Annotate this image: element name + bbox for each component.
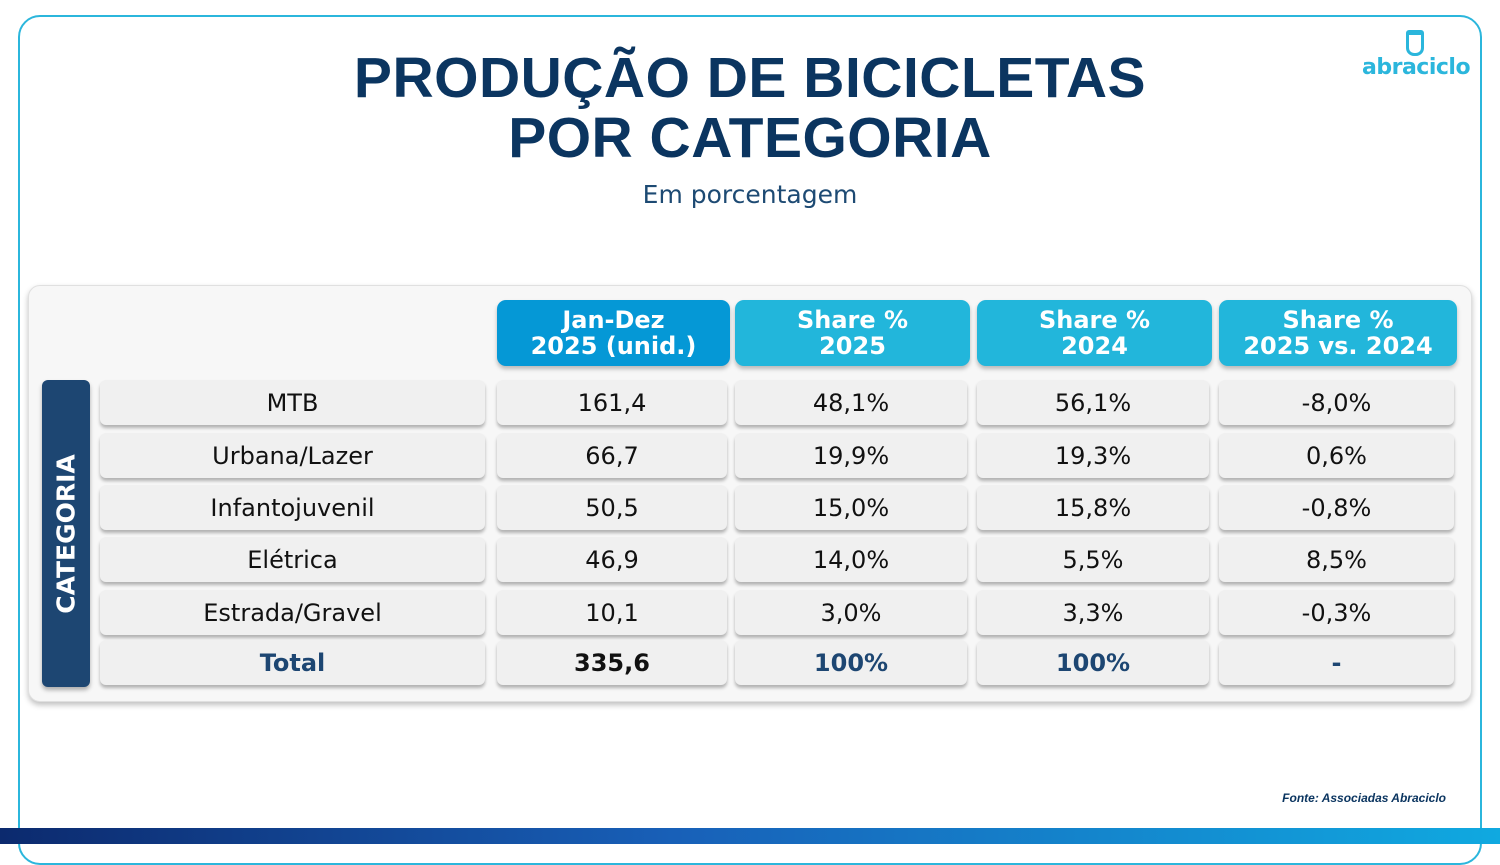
column-header: Share % 2025 <box>735 300 970 366</box>
logo-text: abraciclo <box>1362 55 1471 80</box>
table-cell: 46,9 <box>497 537 727 582</box>
row-label: Urbana/Lazer <box>100 433 485 478</box>
column-header: Jan-Dez 2025 (unid.) <box>497 300 730 366</box>
header-line: Share % <box>796 306 909 334</box>
footer-bar <box>0 828 1500 844</box>
title-line-2: POR CATEGORIA <box>508 106 992 170</box>
row-label: MTB <box>100 380 485 425</box>
table-cell: - <box>1219 640 1454 685</box>
table-cell: 100% <box>735 640 967 685</box>
logo-mark-icon <box>1405 30 1424 56</box>
category-label-text: CATEGORIA <box>51 453 81 614</box>
table-cell: 19,9% <box>735 433 967 478</box>
column-header: Share % 2025 vs. 2024 <box>1219 300 1457 366</box>
table-cell: 5,5% <box>977 537 1209 582</box>
header-line: 2024 <box>1061 332 1128 360</box>
table-cell: 19,3% <box>977 433 1209 478</box>
table-cell: 3,0% <box>735 590 967 635</box>
row-label: Estrada/Gravel <box>100 590 485 635</box>
row-label: Infantojuvenil <box>100 485 485 530</box>
table-cell: 15,0% <box>735 485 967 530</box>
table-cell: 15,8% <box>977 485 1209 530</box>
table-cell: 10,1 <box>497 590 727 635</box>
page-title: PRODUÇÃO DE BICICLETAS POR CATEGORIA <box>0 48 1500 168</box>
subtitle: Em porcentagem <box>642 180 858 209</box>
column-header: Share % 2024 <box>977 300 1212 366</box>
table-cell: 3,3% <box>977 590 1209 635</box>
source-note: Fonte: Associadas Abraciclo <box>1282 791 1446 805</box>
table-cell: -0,3% <box>1219 590 1454 635</box>
header-line: Share % <box>1282 306 1394 334</box>
header-line: Share % <box>1038 306 1151 334</box>
title-line-1: PRODUÇÃO DE BICICLETAS <box>353 46 1147 110</box>
table-cell: -8,0% <box>1219 380 1454 425</box>
header-line: Jan-Dez <box>562 306 665 334</box>
header-line: 2025 vs. 2024 <box>1243 332 1433 360</box>
header-line: 2025 <box>819 332 886 360</box>
header-line: 2025 (unid.) <box>530 332 697 360</box>
table-cell: 0,6% <box>1219 433 1454 478</box>
table-cell: -0,8% <box>1219 485 1454 530</box>
category-label: CATEGORIA <box>42 380 90 687</box>
abraciclo-logo: abraciclo <box>1362 30 1471 85</box>
table-cell: 335,6 <box>497 640 727 685</box>
table-cell: 56,1% <box>977 380 1209 425</box>
table-cell: 161,4 <box>497 380 727 425</box>
table-cell: 50,5 <box>497 485 727 530</box>
table-cell: 100% <box>977 640 1209 685</box>
table-cell: 8,5% <box>1219 537 1454 582</box>
row-label: Elétrica <box>100 537 485 582</box>
table-cell: 48,1% <box>735 380 967 425</box>
table-cell: 14,0% <box>735 537 967 582</box>
table-cell: 66,7 <box>497 433 727 478</box>
row-label: Total <box>100 640 485 685</box>
